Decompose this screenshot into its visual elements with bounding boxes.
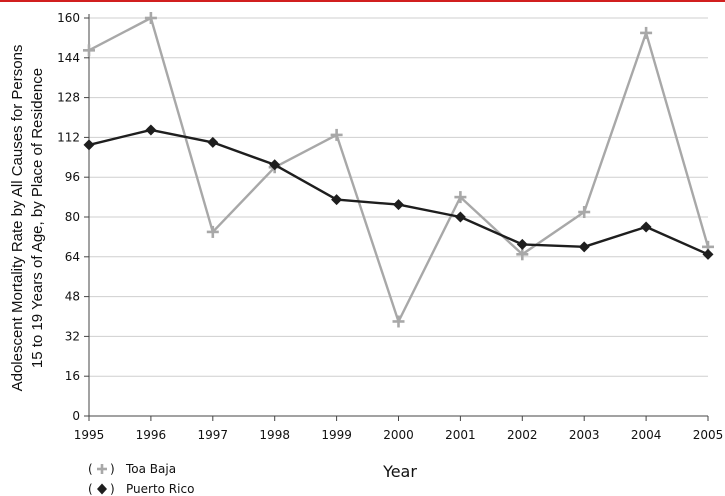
legend-paren-open: ( [88,482,93,496]
x-axis-label: Year [382,462,417,481]
data-point-puerto-rico [578,241,590,253]
data-point-toa-baja [144,12,157,24]
x-tick-label: 2005 [693,428,724,442]
legend-paren-close: ) [110,482,115,496]
y-tick-label: 144 [57,51,80,65]
y-tick-label: 96 [65,170,80,184]
data-point-puerto-rico [702,248,714,260]
x-tick-label: 2004 [631,428,662,442]
data-point-puerto-rico [145,124,157,136]
data-point-toa-baja [578,206,591,219]
data-point-toa-baja [640,26,653,39]
y-tick-label: 128 [57,91,80,105]
x-tick-label: 1996 [136,428,167,442]
data-point-toa-baja [454,191,467,204]
x-tick-label: 1995 [74,428,105,442]
legend-paren-close: ) [110,462,115,476]
y-axis-label-line2: 15 to 19 Years of Age, by Place of Resid… [29,68,46,368]
data-point-puerto-rico [640,221,652,233]
legend-item-puerto-rico: ( ) Puerto Rico [88,482,194,496]
legend-label-puerto-rico: Puerto Rico [126,482,194,496]
x-tick-label: 1998 [259,428,290,442]
y-tick-label: 160 [57,11,80,25]
y-tick-label: 80 [65,210,80,224]
top-accent-line [0,0,725,2]
x-tick-label: 2003 [569,428,600,442]
data-point-puerto-rico [393,199,404,211]
x-tick-label: 2000 [383,428,414,442]
data-point-toa-baja [392,315,405,328]
data-point-puerto-rico [454,211,466,223]
data-point-puerto-rico [207,136,219,148]
y-tick-label: 16 [65,369,80,383]
legend: ( ) Toa Baja ( ) Puerto Rico [88,462,194,496]
data-point-puerto-rico [516,238,528,250]
y-tick-label: 0 [72,409,80,423]
y-tick-labels: 0 16 32 48 64 80 96 112 128 144 160 [57,11,80,423]
legend-plus-marker [97,464,107,474]
data-point-toa-baja [83,44,95,57]
data-point-toa-baja [516,248,529,261]
y-tick-label: 48 [65,290,80,304]
x-tick-labels: 1995 1996 1997 1998 1999 2000 2001 2002 2003 2004… [74,428,724,442]
data-point-puerto-rico [269,159,281,171]
axes [84,14,709,421]
legend-item-toa-baja: ( ) Toa Baja [88,462,176,476]
data-point-toa-baja [206,225,219,238]
data-point-puerto-rico [331,194,343,206]
x-tick-label: 2002 [507,428,538,442]
data-point-puerto-rico [83,139,95,151]
legend-diamond-marker [97,483,107,495]
gridlines [89,17,708,377]
series-line-toa-baja [88,16,710,323]
series-lines [83,12,714,328]
series-line-puerto-rico [88,128,709,256]
y-tick-label: 112 [57,130,80,144]
y-axis-label-line1: Adolescent Mortality Rate by All Causes … [9,45,26,392]
x-tick-label: 1999 [321,428,352,442]
y-tick-label: 32 [65,329,80,343]
x-tick-label: 1997 [198,428,229,442]
data-point-toa-baja [330,128,343,141]
legend-paren-open: ( [88,462,93,476]
x-tick-label: 2001 [445,428,476,442]
legend-label-toa-baja: Toa Baja [125,462,176,476]
y-tick-label: 64 [65,250,80,264]
